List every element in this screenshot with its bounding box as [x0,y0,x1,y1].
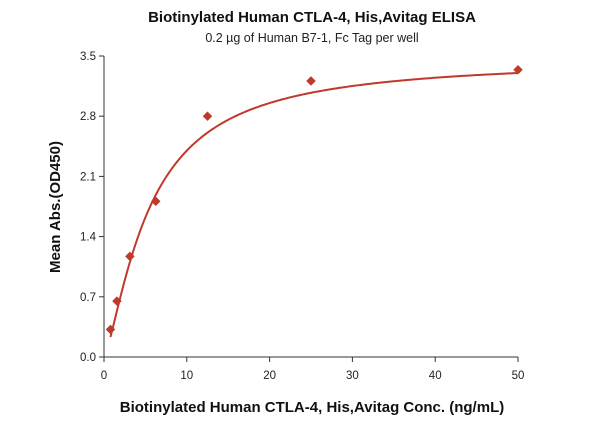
data-point-diamond [513,64,523,75]
y-axis-ticks: 0.0 0.7 1.4 2.1 2.8 3.5 [80,51,104,364]
x-tick-label: 20 [263,370,276,382]
data-point-diamond [202,111,213,122]
y-tick-label: 2.8 [80,111,96,123]
plot-area: 0.0 0.7 1.4 2.1 2.8 3.5 0 10 20 30 40 50 [80,51,524,382]
y-tick-label: 0.7 [80,292,96,304]
x-tick-label: 40 [429,370,442,382]
data-point-diamond [150,196,161,207]
y-tick-label: 1.4 [80,232,97,244]
chart-subtitle: 0.2 µg of Human B7-1, Fc Tag per well [205,31,418,45]
y-tick-label: 2.1 [80,171,96,183]
y-tick-label: 3.5 [80,51,96,63]
data-point-diamond [306,76,316,86]
y-tick-label: 0.0 [80,352,96,364]
y-axis-title: Mean Abs.(OD450) [47,141,64,273]
chart-title: Biotinylated Human CTLA-4, His,Avitag EL… [148,9,476,26]
data-points [105,64,523,335]
data-point-diamond [125,251,135,262]
data-point-diamond [105,324,116,335]
x-tick-label: 10 [180,370,193,382]
x-tick-label: 50 [512,370,525,382]
fit-curve-line [109,72,519,338]
data-point-diamond [112,296,122,306]
x-axis-ticks: 0 10 20 30 40 50 [101,357,525,382]
x-tick-label: 0 [101,370,107,382]
x-tick-label: 30 [346,370,359,382]
x-axis-title: Biotinylated Human CTLA-4, His,Avitag Co… [120,399,504,416]
